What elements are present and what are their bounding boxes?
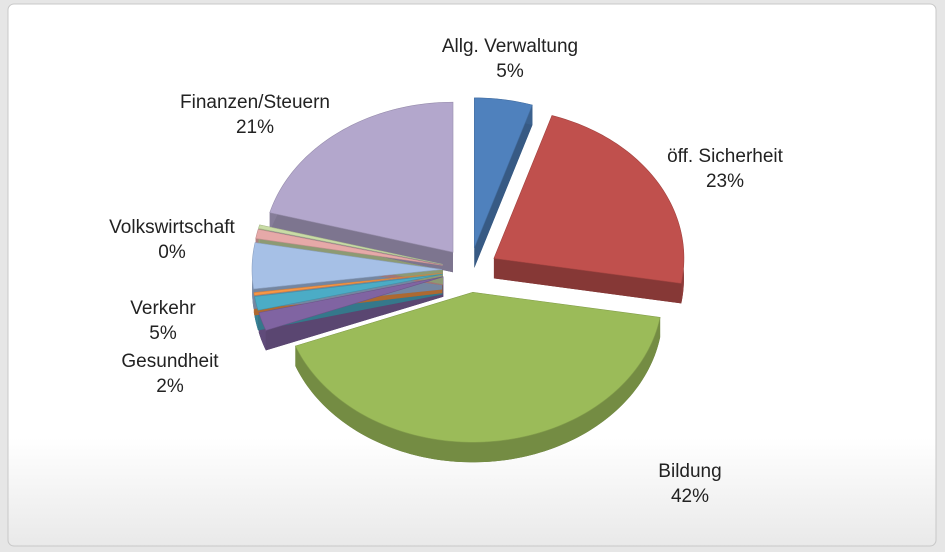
slice bbox=[254, 274, 443, 311]
slice-value-label: 5% bbox=[149, 323, 177, 344]
slice-label: Verkehr bbox=[130, 298, 196, 319]
slice-side bbox=[493, 258, 682, 304]
slice-side bbox=[474, 105, 533, 268]
slice-label: Allg. Verwaltung bbox=[442, 36, 578, 57]
chart-panel bbox=[7, 3, 937, 547]
slice-label: öff. Sicherheit bbox=[667, 146, 784, 167]
slice bbox=[258, 224, 443, 265]
slice-value-label: 5% bbox=[496, 61, 524, 82]
slice bbox=[258, 276, 444, 331]
slice-label: Gesundheit bbox=[121, 351, 219, 372]
slice bbox=[474, 97, 533, 248]
slice-value-label: 2% bbox=[156, 376, 184, 397]
slice bbox=[255, 228, 443, 266]
slice-label: Finanzen/Steuern bbox=[180, 92, 330, 113]
slice-value-label: 21% bbox=[236, 117, 274, 138]
slice bbox=[251, 242, 443, 290]
slice bbox=[269, 101, 454, 253]
slice bbox=[493, 115, 685, 284]
slice-value-label: 23% bbox=[706, 171, 744, 192]
slice-value-label: 42% bbox=[671, 486, 709, 507]
slice bbox=[253, 272, 443, 296]
slice-value-label: 0% bbox=[158, 242, 186, 263]
slice-label: Volkswirtschaft bbox=[109, 217, 235, 238]
slice-label: Bildung bbox=[658, 461, 721, 482]
slice bbox=[294, 291, 661, 443]
